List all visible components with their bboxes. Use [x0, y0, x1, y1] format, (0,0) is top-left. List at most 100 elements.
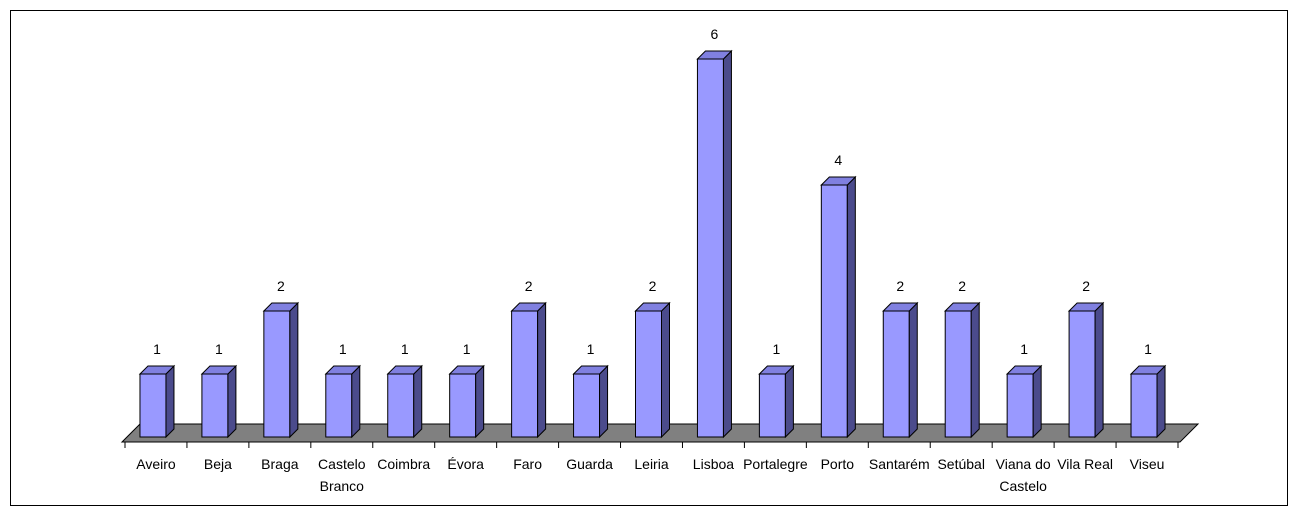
bar-front [573, 373, 601, 438]
bar-front [201, 373, 229, 438]
category-label: Beja [204, 456, 232, 472]
bar-front [635, 310, 662, 438]
bar-top [510, 302, 547, 312]
bar-side [1156, 364, 1166, 439]
bar-top [572, 365, 609, 375]
bar-3 [262, 301, 300, 439]
bars-group [138, 49, 1167, 439]
bar-top [634, 302, 671, 312]
bar-15 [1005, 364, 1043, 439]
bar-front [263, 310, 291, 438]
bar-front [820, 184, 848, 438]
category-label: Castelo Branco [318, 456, 366, 494]
data-label: 2 [896, 278, 904, 294]
bar-16 [1067, 301, 1105, 439]
bar-side [970, 301, 980, 439]
bar-10 [696, 49, 733, 439]
bar-side [599, 364, 609, 439]
bar-front [758, 373, 786, 438]
category-label: Santarém [869, 456, 930, 472]
bar-front [882, 310, 910, 438]
data-label: 1 [339, 341, 347, 357]
bar-top [1129, 365, 1167, 375]
bar-front [139, 373, 167, 438]
bar-front [1068, 310, 1096, 438]
data-label: 1 [215, 341, 223, 357]
bar-side [351, 364, 361, 439]
bar-top [262, 302, 300, 312]
bar-5 [386, 364, 423, 439]
bar-front [325, 373, 353, 438]
bar-13 [882, 301, 919, 439]
bar-side [413, 364, 423, 439]
category-label: Lisboa [693, 456, 734, 472]
data-label: 1 [401, 341, 409, 357]
category-label: Vila Real [1057, 456, 1113, 472]
category-label: Portalegre [743, 456, 808, 472]
category-label: Guarda [566, 456, 613, 472]
category-label: Porto [821, 456, 855, 472]
data-label: 2 [1082, 278, 1090, 294]
data-label: 1 [1144, 341, 1152, 357]
bar-top [882, 302, 919, 312]
bar-11 [758, 364, 795, 439]
bar-7 [510, 301, 547, 439]
data-label: 2 [649, 278, 657, 294]
bar-top [820, 176, 857, 186]
bar-front [696, 58, 724, 438]
category-label: Aveiro [136, 456, 176, 472]
data-label: 2 [277, 278, 285, 294]
bar-side [846, 175, 856, 439]
bar-2 [200, 364, 238, 439]
data-label: 1 [153, 341, 161, 357]
data-label: 1 [772, 341, 780, 357]
data-label: 6 [711, 26, 719, 42]
data-label: 1 [587, 341, 595, 357]
bar-top [1067, 302, 1105, 312]
bar-front [1130, 373, 1158, 438]
category-label: Viseu [1130, 456, 1165, 472]
bar-front [511, 310, 539, 438]
bar-top [138, 365, 176, 375]
bar-side [165, 364, 175, 439]
data-labels-group: 1 1 2 1 1 1 2 1 2 6 1 4 2 2 1 2 1 [153, 26, 1152, 357]
category-label: Leiria [634, 456, 668, 472]
bar-top [448, 365, 485, 375]
bar-top [386, 365, 423, 375]
bar-side [784, 364, 794, 439]
bar-side [289, 301, 299, 439]
data-label: 1 [1020, 341, 1028, 357]
category-label: Faro [513, 456, 542, 472]
bar-side [1094, 301, 1104, 439]
bar-1 [138, 364, 176, 439]
data-label: 4 [834, 152, 842, 168]
bar-12 [820, 175, 857, 439]
bar-top [758, 365, 795, 375]
bar-side [661, 301, 670, 439]
bar-side [537, 301, 547, 439]
category-label: Évora [447, 456, 484, 472]
bar-top [943, 302, 981, 312]
bar-side [475, 364, 485, 439]
bar-4 [324, 364, 362, 439]
bar-6 [448, 364, 485, 439]
category-label: Braga [261, 456, 299, 472]
data-label: 2 [958, 278, 966, 294]
data-label: 1 [463, 341, 471, 357]
data-label: 2 [525, 278, 533, 294]
bar-17 [1129, 364, 1167, 439]
bar-side [1032, 364, 1042, 439]
category-label: Coimbra [377, 456, 430, 472]
bar-top [1005, 365, 1043, 375]
bar-front [449, 373, 477, 438]
bar-9 [634, 301, 671, 439]
bar-top [324, 365, 362, 375]
category-label: Setúbal [937, 456, 984, 472]
bar-14 [943, 301, 981, 439]
bar-side [227, 364, 237, 439]
bar-top [696, 50, 733, 60]
bar-front [944, 310, 972, 438]
bar-front [1006, 373, 1034, 438]
